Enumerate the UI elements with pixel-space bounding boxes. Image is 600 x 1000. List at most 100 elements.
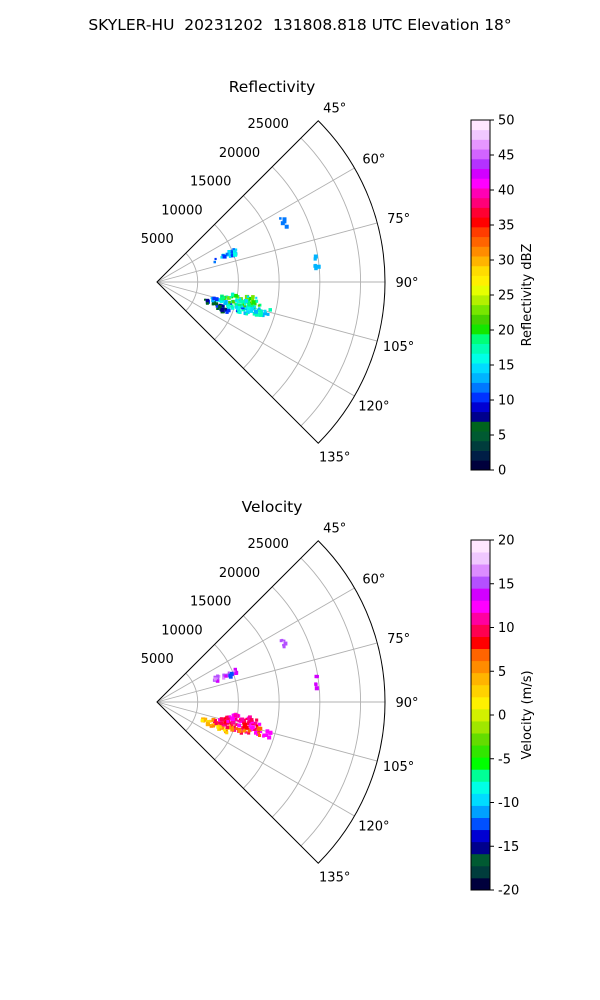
range-tick-label: 20000 (219, 146, 260, 161)
echo-gate (268, 731, 272, 735)
colorbar-segment (471, 576, 490, 589)
echo-gate (251, 729, 254, 732)
azimuth-spoke (156, 642, 378, 703)
echo-gate (231, 720, 235, 724)
echo-gate (237, 723, 242, 728)
echo-gate (225, 731, 229, 735)
echo-gate (231, 726, 234, 729)
echo-gate (249, 309, 254, 313)
echo-gate (227, 296, 231, 300)
echo-gate (314, 686, 319, 691)
echo-gate (228, 255, 232, 258)
echo-gate (233, 714, 237, 718)
echo-gate (213, 677, 217, 681)
echo-gate (249, 726, 253, 730)
colorbar-tick-label: 30 (498, 254, 515, 269)
azimuth-tick-label: 45° (323, 521, 346, 536)
echo-gate (205, 301, 209, 305)
echo-gate (214, 719, 217, 722)
echo-gate (229, 671, 234, 676)
echo-gate (236, 713, 239, 717)
echo-gate (267, 735, 272, 740)
colorbar-segment (471, 265, 490, 276)
colorbar-segment (471, 363, 490, 374)
colorbar-segment (471, 805, 490, 818)
echo-gate (218, 305, 222, 309)
colorbar-segment (471, 793, 490, 806)
colorbar-segment (471, 540, 490, 553)
echo-gate (215, 679, 220, 683)
echo-gate (264, 312, 268, 316)
colorbar-segment (471, 781, 490, 794)
echo-gate (226, 720, 230, 723)
colorbar-segment (471, 314, 490, 325)
colorbar-tick-label: 50 (498, 114, 515, 129)
echo-gate (220, 256, 223, 259)
echo-gate (241, 305, 244, 308)
echo-gate (282, 643, 285, 647)
echo-gate (268, 308, 272, 312)
echo-gate (231, 713, 235, 717)
echo-gate (218, 724, 223, 729)
echo-gate (283, 641, 288, 646)
azimuth-tick-label: 90° (395, 276, 418, 291)
echo-gate (225, 310, 229, 314)
echo-gate (212, 724, 215, 728)
sector-frame (156, 540, 386, 864)
colorbar-segment (471, 460, 490, 471)
colorbar-tick-label: 25 (498, 289, 515, 304)
echo-gate (255, 718, 259, 722)
colorbar-label: Reflectivity dBZ (520, 244, 535, 347)
azimuth-tick-label: 105° (383, 760, 414, 775)
echo-gate (227, 250, 231, 253)
echo-gate (227, 305, 231, 309)
echo-gate (211, 299, 215, 303)
echo-gate (250, 307, 254, 311)
colorbar-segment (471, 745, 490, 758)
colorbar-segment (471, 696, 490, 710)
colorbar-segment (471, 769, 490, 782)
echo-gate (241, 726, 244, 729)
colorbar-segment (471, 304, 490, 315)
colorbar-segment (471, 324, 490, 335)
colorbar-segment (471, 168, 490, 179)
echo-gate (254, 731, 257, 735)
echo-gate (233, 667, 237, 672)
colorbar-segment (471, 207, 490, 218)
colorbar-segment (471, 285, 490, 296)
echo-gate (222, 676, 226, 680)
echo-gate (235, 297, 238, 300)
echo-gate (239, 300, 243, 304)
colorbar-segment (471, 217, 490, 228)
range-tick-label: 15000 (190, 595, 231, 610)
echo-layer (200, 638, 319, 740)
echo-gate (222, 728, 226, 732)
colorbar-segment (471, 829, 490, 843)
colorbar-segment (471, 295, 490, 306)
colorbar-tick-label: 15 (498, 359, 515, 374)
echo-gate (246, 721, 251, 726)
colorbar-segment (471, 817, 490, 831)
echo-gate (229, 723, 233, 727)
azimuth-tick-label: 120° (358, 400, 389, 415)
figure-title: SKYLER-HU 20231202 131808.818 UTC Elevat… (88, 16, 512, 34)
colorbar-segment (471, 564, 490, 577)
echo-gate (224, 674, 228, 678)
echo-gate (232, 248, 236, 251)
echo-gate (258, 722, 262, 726)
echo-gate (222, 299, 225, 302)
colorbar-tick-label: -5 (498, 752, 511, 767)
echo-gate (217, 677, 220, 680)
echo-gate (229, 302, 233, 305)
colorbar-tick-label: 40 (498, 184, 515, 199)
echo-gate (218, 298, 222, 302)
colorbar-tick-label: 5 (498, 665, 506, 680)
colorbar-segment (471, 877, 490, 891)
echo-gate (248, 296, 253, 301)
range-tick-label: 15000 (190, 175, 231, 190)
echo-gate (242, 299, 245, 303)
echo-gate (235, 723, 238, 726)
echo-gate (247, 731, 251, 735)
azimuth-tick-label: 105° (383, 340, 414, 355)
colorbar-tick-label: -10 (498, 796, 519, 811)
